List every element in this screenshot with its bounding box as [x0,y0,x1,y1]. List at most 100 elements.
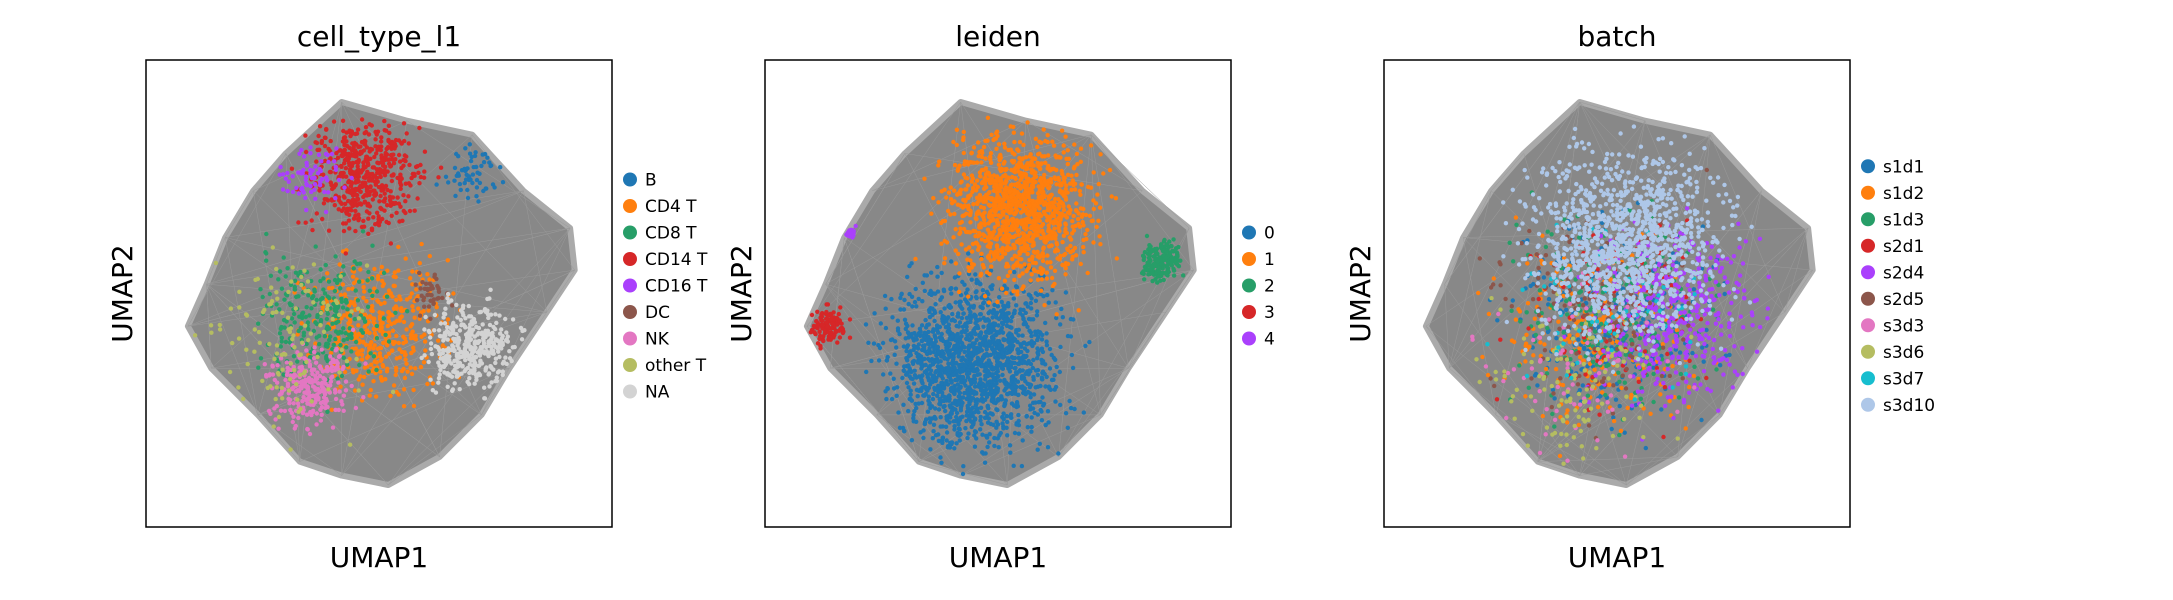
data-point [1031,392,1037,397]
data-point [342,147,347,152]
data-point [1058,402,1063,408]
data-point [422,304,427,309]
data-point [364,299,369,304]
data-point [287,388,292,393]
data-point [1028,300,1034,306]
data-point [371,379,376,384]
data-point [313,244,318,249]
data-point [992,333,997,338]
data-point [983,138,988,144]
data-point [957,348,963,353]
data-point [949,380,954,385]
data-point [922,419,928,425]
data-point [1044,270,1050,275]
data-point [470,350,475,355]
data-point [377,199,382,204]
data-point [307,431,313,437]
data-point [410,282,415,287]
data-point [327,337,332,343]
data-point [1074,151,1080,157]
data-point [480,322,485,327]
data-point [311,262,317,267]
data-point [371,346,376,351]
data-point [340,366,345,372]
data-point [370,165,375,170]
data-point [1053,399,1058,404]
data-point [375,147,380,152]
data-point [1003,187,1008,192]
data-point [310,384,316,389]
data-point [965,335,970,341]
data-point [1015,339,1020,345]
data-point [334,346,339,352]
data-point [970,405,975,410]
edge-line [187,153,287,327]
data-point [418,364,424,370]
data-point [384,294,390,299]
data-point [1052,268,1058,273]
data-point [939,331,944,337]
data-point [986,310,991,316]
x-axis-label: UMAP1 [330,541,429,574]
data-point [467,151,473,156]
data-point [326,146,331,152]
data-point [388,203,393,208]
data-point [1059,128,1065,133]
data-point [1061,252,1067,258]
data-point [909,438,915,443]
data-point [406,141,411,146]
data-point [1020,156,1026,161]
data-point [1046,300,1052,305]
data-point [287,329,293,335]
data-point [436,328,442,333]
data-point [387,161,392,166]
data-point [1026,358,1031,364]
data-point [420,280,425,285]
data-point [277,307,282,312]
data-point [935,264,940,270]
data-point [384,128,389,133]
data-point [1045,133,1050,138]
data-point [963,321,968,327]
data-point [369,304,374,309]
data-point [437,372,442,377]
data-point [349,335,354,341]
data-point [374,336,380,341]
data-point [467,328,472,334]
data-point [381,270,387,276]
data-point [311,328,317,334]
data-point [440,351,445,356]
edge-line [825,153,906,285]
data-point [1081,244,1086,250]
data-point [208,323,214,328]
data-point [483,186,488,191]
data-point [987,379,993,384]
data-point [896,410,901,415]
data-point [426,304,432,309]
data-point [910,304,915,309]
data-point [310,227,315,233]
data-point [948,374,953,379]
data-point [1020,271,1025,276]
data-point [499,327,504,332]
data-point [391,283,396,288]
data-point [321,276,326,281]
data-point [1020,333,1025,338]
edge-line [253,120,408,192]
data-point [1040,228,1045,233]
data-point [333,196,338,201]
data-point [1041,245,1046,250]
data-point [1012,269,1017,275]
data-point [914,304,919,309]
data-point [333,164,338,170]
data-point [976,211,982,216]
data-point [995,367,1000,372]
data-point [428,316,433,321]
data-point [978,221,984,226]
data-point [978,427,983,432]
data-point [445,337,450,342]
data-point [1002,402,1008,407]
data-point [993,209,998,215]
data-point [362,324,368,329]
data-point [1047,386,1052,391]
